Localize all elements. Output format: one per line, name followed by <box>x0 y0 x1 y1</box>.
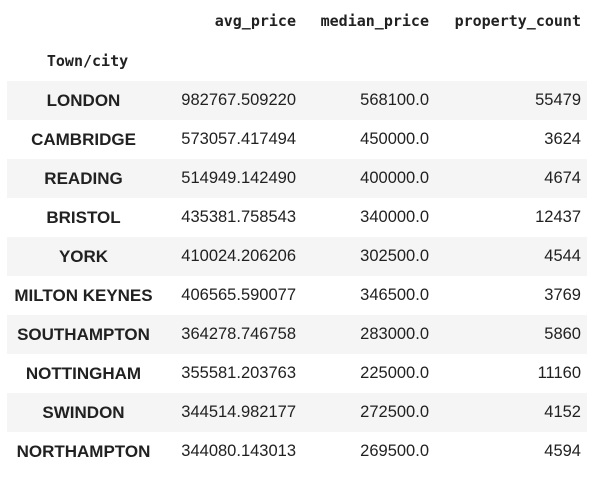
cell-property-count: 4152 <box>544 403 581 421</box>
cell-property-count: 4674 <box>544 169 581 187</box>
index-name-header: Town/city <box>46 52 129 70</box>
cell-median-price: 283000.0 <box>360 325 429 343</box>
table-body: LONDON 982767.509220 568100.0 55479 CAMB… <box>7 81 587 471</box>
cell-property-count: 5860 <box>544 325 581 343</box>
table-row: MILTON KEYNES 406565.590077 346500.0 376… <box>7 276 587 315</box>
cell-avg-price: 355581.203763 <box>181 364 296 382</box>
table-row: NORTHAMPTON 344080.143013 269500.0 4594 <box>7 432 587 471</box>
cell-property-count: 11160 <box>537 364 581 382</box>
table-header: avg_price median_price property_count To… <box>7 0 587 81</box>
dataframe-table: avg_price median_price property_count To… <box>7 0 587 471</box>
cell-avg-price: 406565.590077 <box>181 286 296 304</box>
column-header-avg-price: avg_price <box>214 11 296 30</box>
cell-median-price: 269500.0 <box>360 442 429 460</box>
cell-property-count: 3624 <box>544 130 581 148</box>
cell-property-count: 4544 <box>544 247 581 265</box>
cell-median-price: 346500.0 <box>360 286 429 304</box>
cell-avg-price: 573057.417494 <box>181 130 296 148</box>
table-row: SWINDON 344514.982177 272500.0 4152 <box>7 393 587 432</box>
cell-median-price: 225000.0 <box>360 364 429 382</box>
index-name-row: Town/city <box>7 41 587 81</box>
table-row: NOTTINGHAM 355581.203763 225000.0 11160 <box>7 354 587 393</box>
cell-property-count: 4594 <box>544 442 581 460</box>
table-row: BRISTOL 435381.758543 340000.0 12437 <box>7 198 587 237</box>
table-row: CAMBRIDGE 573057.417494 450000.0 3624 <box>7 120 587 159</box>
row-label-town: BRISTOL <box>46 207 121 227</box>
column-header-property-count: property_count <box>454 11 581 30</box>
cell-median-price: 302500.0 <box>360 247 429 265</box>
cell-median-price: 400000.0 <box>360 169 429 187</box>
cell-median-price: 272500.0 <box>360 403 429 421</box>
table-row: LONDON 982767.509220 568100.0 55479 <box>7 81 587 120</box>
cell-avg-price: 410024.206206 <box>181 247 296 265</box>
cell-median-price: 568100.0 <box>360 91 429 109</box>
row-label-town: MILTON KEYNES <box>14 285 153 305</box>
row-label-town: CAMBRIDGE <box>31 129 136 149</box>
row-label-town: READING <box>44 168 123 188</box>
column-header-median-price: median_price <box>320 11 429 30</box>
cell-median-price: 450000.0 <box>360 130 429 148</box>
cell-property-count: 55479 <box>535 91 581 109</box>
cell-avg-price: 514949.142490 <box>181 169 296 187</box>
table-row: SOUTHAMPTON 364278.746758 283000.0 5860 <box>7 315 587 354</box>
table-row: YORK 410024.206206 302500.0 4544 <box>7 237 587 276</box>
column-header-row: avg_price median_price property_count <box>7 0 587 41</box>
table-row: READING 514949.142490 400000.0 4674 <box>7 159 587 198</box>
row-label-town: YORK <box>58 246 109 266</box>
header-blank-cell <box>7 0 160 41</box>
row-label-town: SWINDON <box>42 402 125 422</box>
cell-avg-price: 364278.746758 <box>181 325 296 343</box>
row-label-town: LONDON <box>46 90 121 110</box>
cell-avg-price: 344514.982177 <box>181 403 296 421</box>
cell-avg-price: 982767.509220 <box>181 91 296 109</box>
dataframe-output: avg_price median_price property_count To… <box>7 0 587 471</box>
cell-property-count: 3769 <box>544 286 581 304</box>
cell-property-count: 12437 <box>535 208 581 226</box>
row-label-town: NOTTINGHAM <box>25 363 142 383</box>
cell-avg-price: 435381.758543 <box>181 208 296 226</box>
cell-avg-price: 344080.143013 <box>181 442 296 460</box>
row-label-town: NORTHAMPTON <box>16 441 151 461</box>
row-label-town: SOUTHAMPTON <box>17 324 150 344</box>
cell-median-price: 340000.0 <box>360 208 429 226</box>
